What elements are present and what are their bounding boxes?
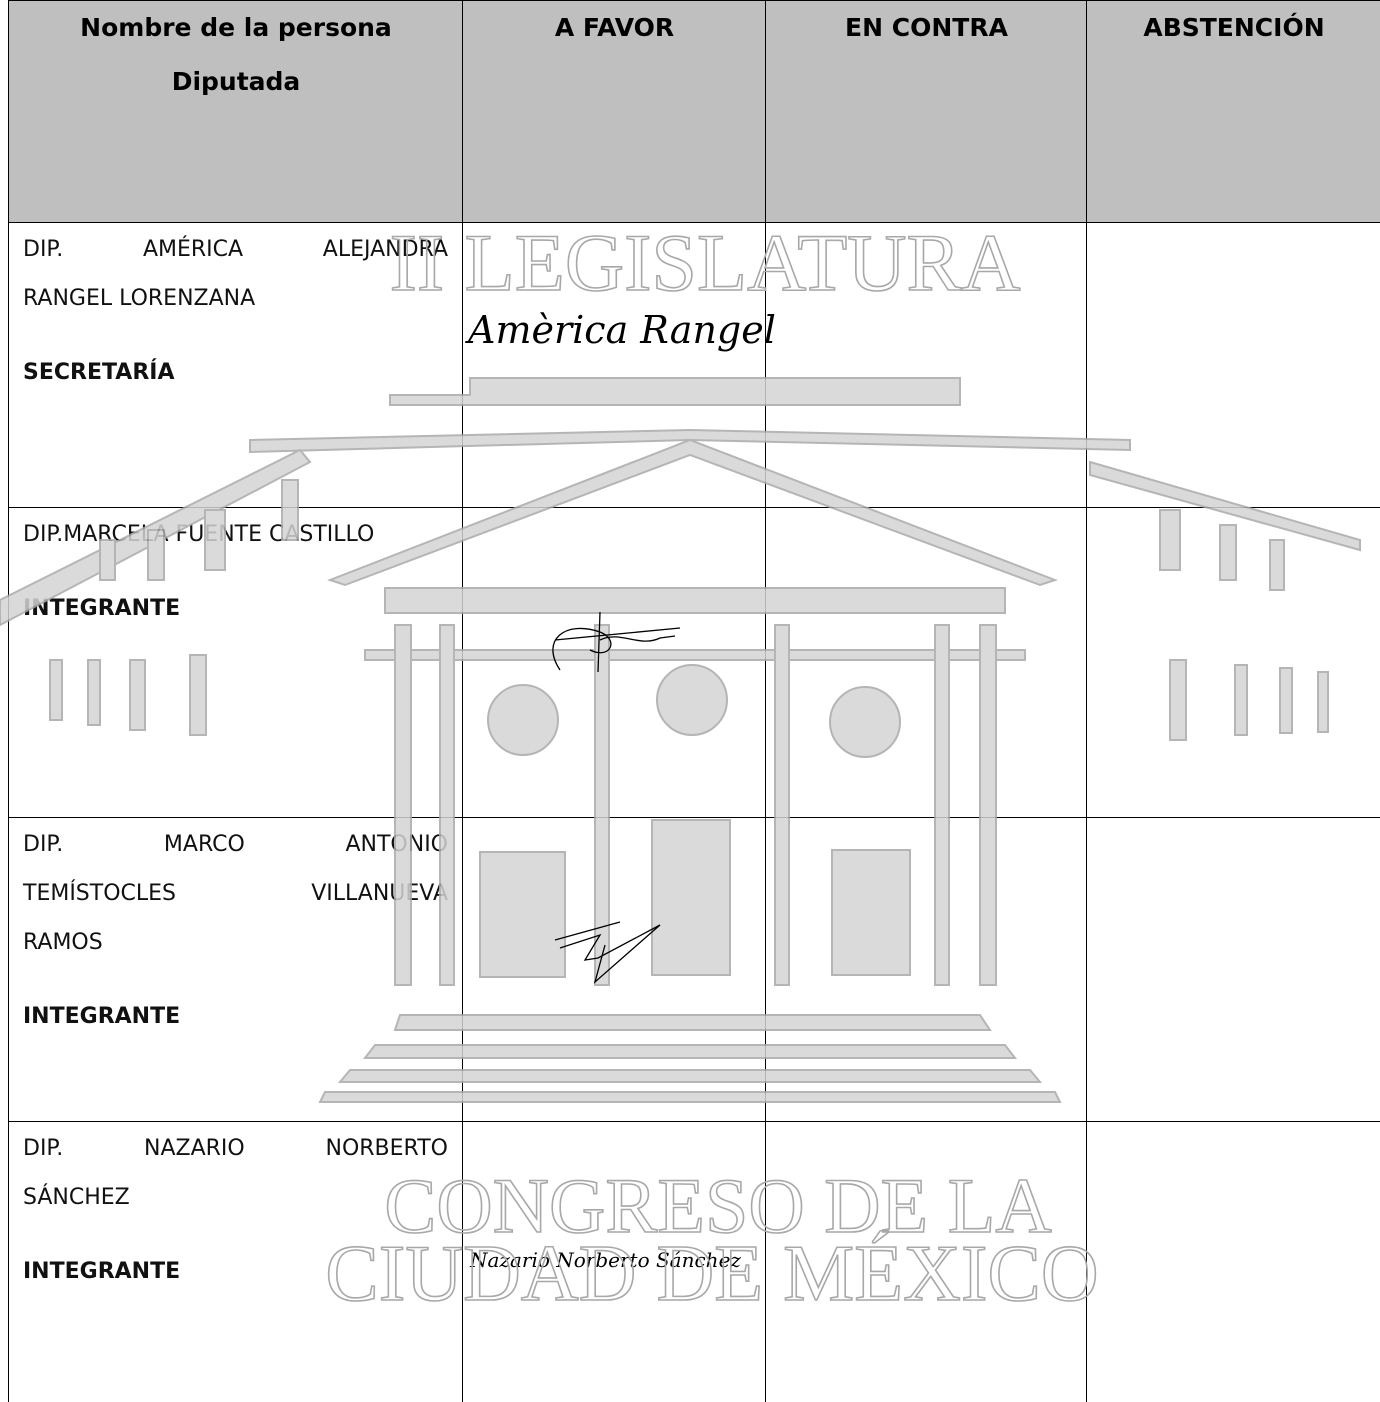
table-cell: DIP. NAZARIO NORBERTO SÁNCHEZ INTEGRANTE	[8, 1121, 463, 1402]
table-cell: DIP.MARCELA FUENTE CASTILLO INTEGRANTE	[8, 507, 463, 818]
table-cell: DIP. AMÉRICA ALEJANDRA RANGEL LORENZANA SE…	[8, 222, 463, 508]
table-cell	[1086, 222, 1380, 508]
signature: Nazario Norberto Sánchez	[470, 1248, 741, 1272]
role: INTEGRANTE	[23, 596, 181, 621]
table-cell	[765, 507, 1087, 818]
name-line: SÁNCHEZ	[23, 1185, 130, 1210]
name-line: RANGEL LORENZANA	[23, 286, 256, 311]
name-line: DIP. MARCO ANTONIO	[23, 832, 448, 857]
header-cell: Nombre de la persona Diputada	[8, 0, 463, 223]
table-cell	[1086, 507, 1380, 818]
role: INTEGRANTE	[23, 1004, 181, 1029]
name-line: RAMOS	[23, 930, 103, 955]
table-cell	[765, 222, 1087, 508]
role: SECRETARÍA	[23, 360, 175, 385]
name-line: DIP. NAZARIO NORBERTO	[23, 1136, 448, 1161]
name-line: DIP. AMÉRICA ALEJANDRA	[23, 237, 448, 262]
header-text: EN CONTRA	[845, 13, 1008, 42]
header-cell: A FAVOR	[462, 0, 766, 223]
name-line: DIP.MARCELA FUENTE CASTILLO	[23, 522, 375, 547]
table-cell	[462, 507, 766, 818]
header-cell: EN CONTRA	[765, 0, 1087, 223]
table-cell	[462, 1121, 766, 1402]
table-cell: DIP. MARCO ANTONIO TEMÍSTOCLES VILLANUEVA…	[8, 817, 463, 1122]
table-cell	[462, 222, 766, 508]
header-text: A FAVOR	[554, 13, 675, 42]
table-cell	[462, 817, 766, 1122]
table-cell	[1086, 817, 1380, 1122]
header-text: Nombre de la persona	[80, 13, 392, 42]
header-text: ABSTENCIÓN	[1143, 13, 1325, 42]
table-cell	[1086, 1121, 1380, 1402]
table-cell	[765, 1121, 1087, 1402]
header-text: Diputada	[171, 67, 301, 96]
signature: Amèrica Rangel	[468, 308, 776, 352]
header-cell: ABSTENCIÓN	[1086, 0, 1380, 223]
role: INTEGRANTE	[23, 1259, 181, 1284]
name-line: TEMÍSTOCLES VILLANUEVA	[23, 881, 448, 906]
table-cell	[765, 817, 1087, 1122]
